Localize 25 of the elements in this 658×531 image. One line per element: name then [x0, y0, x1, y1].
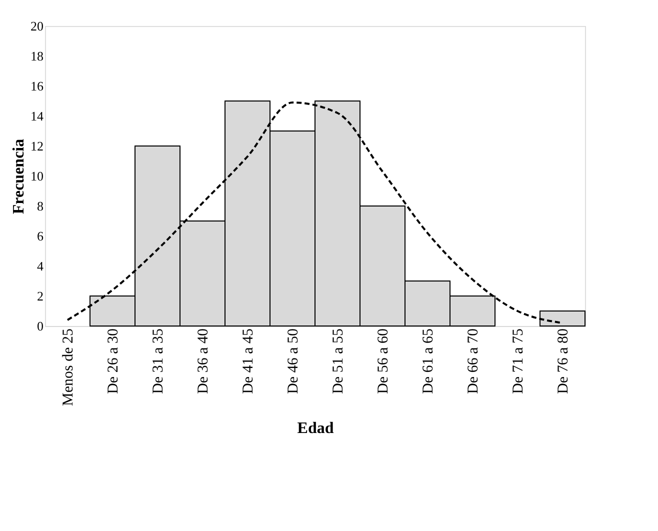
y-axis-title: Frecuencia — [10, 138, 28, 214]
y-tick-label: 2 — [37, 288, 44, 304]
y-tick-label: 14 — [30, 108, 44, 124]
y-tick-label: 12 — [30, 138, 44, 154]
x-tick-label: De 76 a 80 — [556, 328, 572, 394]
y-tick-label: 8 — [37, 198, 44, 214]
y-tick-label: 0 — [37, 318, 44, 334]
y-tick-label: 4 — [37, 258, 44, 274]
x-tick-label: De 41 a 45 — [240, 328, 256, 394]
y-tick-label: 18 — [30, 48, 44, 64]
x-tick-label: De 71 a 75 — [510, 328, 526, 394]
x-axis-title: Edad — [297, 420, 334, 437]
x-tick-label: De 26 a 30 — [106, 328, 122, 394]
y-tick-label: 16 — [30, 78, 44, 94]
y-tick-label: 6 — [37, 228, 44, 244]
x-tick-label: Menos de 25 — [60, 328, 76, 406]
x-tick-label: De 66 a 70 — [466, 328, 482, 394]
y-tick-label: 10 — [30, 168, 44, 184]
x-tick-label: De 56 a 60 — [376, 328, 392, 394]
y-tick-label: 20 — [30, 18, 44, 34]
x-tick-label: De 36 a 40 — [196, 328, 212, 394]
x-tick-label: De 51 a 55 — [330, 328, 346, 394]
x-tick-label: De 61 a 65 — [420, 328, 436, 394]
x-tick-label: De 46 a 50 — [286, 328, 302, 394]
x-tick-label: De 31 a 35 — [150, 328, 166, 394]
